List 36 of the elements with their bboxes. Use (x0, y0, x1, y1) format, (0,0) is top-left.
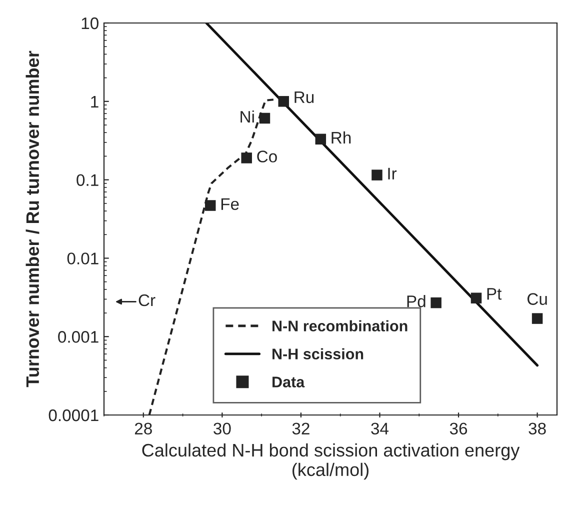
y-tick-label: 0.1 (76, 174, 98, 186)
annotation: Pt (487, 288, 502, 300)
point (278, 96, 290, 107)
x-tick-label: 28 (134, 422, 152, 435)
point (204, 200, 216, 211)
annotation: Ir (388, 168, 397, 180)
y-tick-label: 0.01 (67, 252, 98, 264)
x-tick-label: 36 (450, 422, 468, 435)
legend-label: Data (272, 376, 305, 388)
y-tick-label: 0.0001 (48, 409, 98, 422)
y-axis-title: Turnover number / Ru turnover number (26, 50, 40, 388)
x-tick-label: 32 (292, 422, 310, 435)
x-tick-label: 30 (214, 422, 231, 435)
point (372, 170, 382, 180)
y-tick-label: 1 (91, 96, 98, 108)
annotation: Rh (332, 131, 351, 144)
annotation: Cu (528, 293, 547, 305)
annotation: Ru (294, 91, 314, 104)
annotation: Ni (240, 110, 254, 123)
annotation: Co (257, 150, 277, 162)
point (430, 297, 442, 308)
legend-label: N-N recombination (272, 320, 408, 332)
point (315, 134, 326, 145)
y-tick-label: 10 (82, 17, 98, 30)
point (241, 152, 252, 164)
x-tick-label: 34 (371, 422, 389, 435)
annotation: Cr (138, 294, 156, 306)
y-tick-label: 0.001 (58, 331, 98, 343)
point (259, 112, 270, 124)
point (470, 292, 482, 304)
point (532, 313, 543, 324)
annotation: Fe (221, 198, 239, 210)
x-tick-label: 38 (528, 422, 546, 435)
x-axis-title: Calculated N-H bond scission activation energy (kcal/mol) (142, 443, 520, 480)
annotation: Pd (407, 295, 426, 308)
legend-label: N-H scission (272, 348, 364, 360)
